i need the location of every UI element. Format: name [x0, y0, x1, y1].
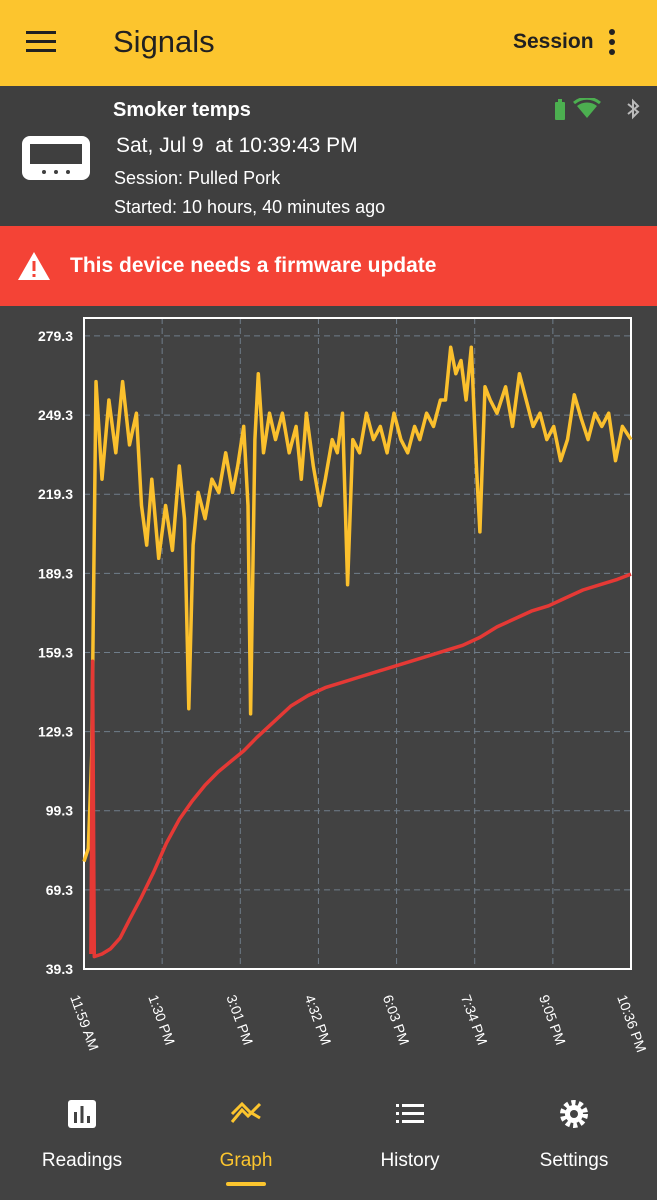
nav-label: Readings: [41, 1150, 123, 1171]
y-tick-label: 69.3: [46, 882, 73, 898]
nav-item[interactable]: Settings: [492, 1090, 656, 1200]
plot-frame: [83, 317, 632, 970]
nav-item[interactable]: Readings: [0, 1090, 164, 1200]
y-tick-label: 39.3: [46, 961, 73, 977]
session-menu[interactable]: Session: [513, 30, 594, 53]
nav-icon: [68, 1100, 96, 1128]
x-tick-label: 7:34 PM: [458, 993, 491, 1047]
y-tick-label: 189.3: [38, 565, 73, 581]
nav-label: History: [380, 1150, 440, 1171]
series-line: [82, 345, 633, 863]
nav-icon: [396, 1104, 424, 1123]
chart: 39.3 69.3 99.3 129.3 159.3 189.3 219.3 249.3 279…: [38, 317, 650, 1055]
y-tick-label: 99.3: [46, 803, 73, 819]
session-name: Session: Pulled Pork: [114, 168, 281, 188]
bottom-nav: Readings Graph History Settings: [0, 1090, 657, 1200]
app-title: Signals: [113, 24, 215, 59]
device-panel: Smoker temps Sat, Jul 9 at 10:39:43 PM S…: [0, 86, 657, 226]
y-tick-label: 219.3: [38, 486, 73, 502]
overflow-icon[interactable]: [606, 28, 618, 56]
x-tick-label: 3:01 PM: [223, 993, 256, 1047]
status-icons: [555, 98, 640, 120]
nav-item[interactable]: Graph: [164, 1090, 328, 1200]
series-line: [89, 572, 632, 959]
app-bar: Signals Session: [0, 0, 657, 86]
x-tick-label: 11:59 AM: [67, 993, 102, 1053]
session-started: Started: 10 hours, 40 minutes ago: [114, 197, 386, 217]
firmware-alert[interactable]: This device needs a firmware update: [0, 226, 657, 306]
y-tick-label: 249.3: [38, 407, 73, 423]
device-name: Smoker temps: [113, 99, 251, 121]
nav-icon: [560, 1100, 588, 1128]
y-tick-label: 129.3: [38, 724, 73, 740]
y-tick-label: 279.3: [38, 328, 73, 344]
x-tick-label: 10:36 PM: [614, 993, 650, 1055]
x-tick-label: 1:30 PM: [145, 993, 178, 1047]
device-icon: [22, 136, 90, 180]
alert-text: This device needs a firmware update: [70, 254, 437, 277]
warning-icon: [18, 252, 50, 280]
nav-icon: [230, 1101, 262, 1123]
x-tick-label: 4:32 PM: [302, 993, 335, 1047]
nav-label: Graph: [219, 1150, 273, 1171]
nav-item[interactable]: History: [328, 1090, 492, 1200]
x-tick-label: 9:05 PM: [536, 993, 569, 1047]
active-indicator: [226, 1182, 266, 1186]
x-tick-label: 6:03 PM: [380, 993, 413, 1047]
y-tick-label: 159.3: [38, 644, 73, 660]
menu-icon[interactable]: [26, 31, 58, 53]
device-date: Sat, Jul 9 at 10:39:43 PM: [116, 134, 358, 157]
nav-label: Settings: [539, 1150, 609, 1171]
